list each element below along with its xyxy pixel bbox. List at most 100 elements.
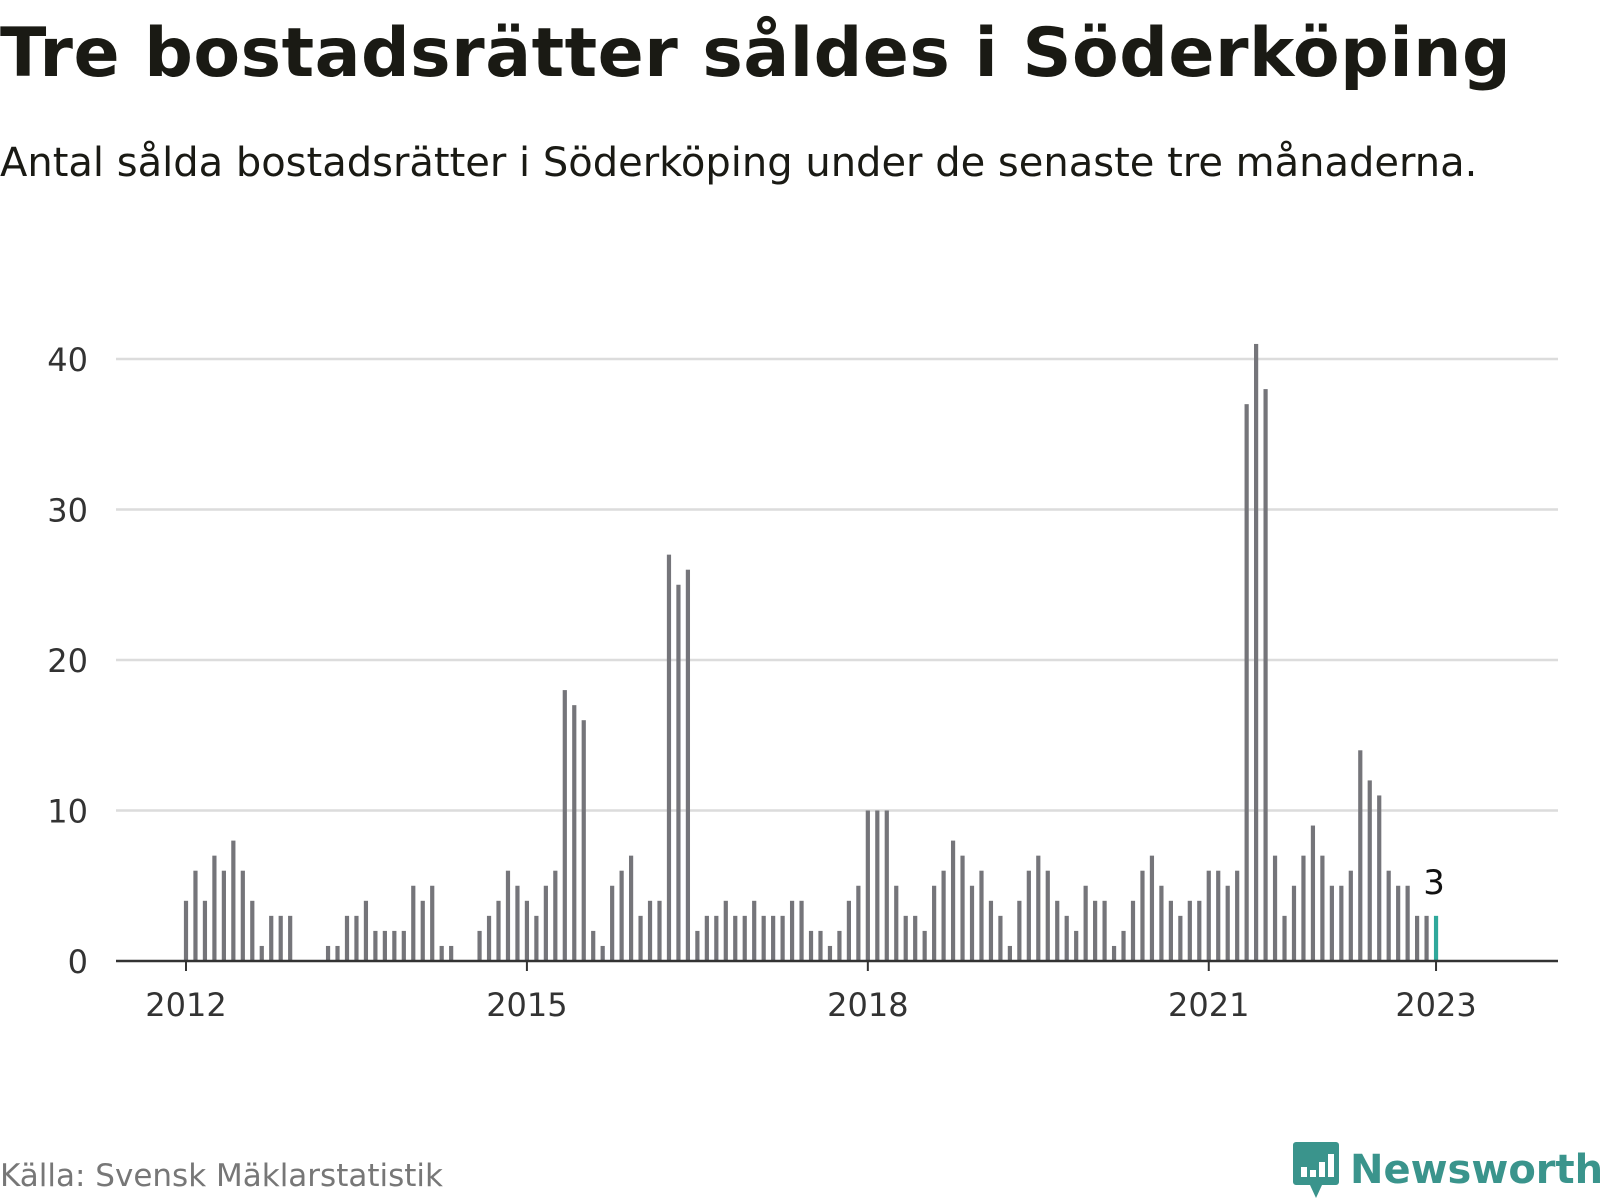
bar [1358, 750, 1363, 961]
bar [1045, 870, 1050, 961]
bar [449, 945, 454, 961]
bar [922, 930, 927, 961]
bar [505, 870, 511, 961]
bar [269, 915, 274, 961]
bar [941, 870, 946, 961]
bar [1348, 870, 1353, 961]
bar [553, 870, 558, 961]
bar [221, 870, 226, 961]
bar [1272, 855, 1278, 961]
bar [780, 915, 785, 961]
bar [543, 885, 548, 961]
bar [969, 885, 975, 961]
source-note: Källa: Svensk Mäklarstatistik [0, 1158, 443, 1194]
bar [411, 885, 416, 961]
bar [1111, 945, 1117, 961]
bar [1225, 885, 1230, 961]
bar [382, 930, 387, 961]
x-tick-label: 2023 [1395, 986, 1476, 1024]
bar [325, 945, 331, 961]
bar [1055, 900, 1060, 961]
y-tick-label: 40 [47, 341, 88, 379]
bar [1168, 900, 1173, 961]
newsworthy-logo-icon [1293, 1142, 1339, 1198]
bar [1102, 900, 1107, 961]
bar [212, 855, 217, 961]
bar [1216, 870, 1221, 961]
bar [344, 915, 350, 961]
bar [1197, 900, 1202, 961]
bar [183, 900, 189, 961]
bar [998, 915, 1003, 961]
bar [875, 810, 880, 961]
bar [695, 930, 700, 961]
bar [647, 900, 653, 961]
bar [392, 930, 397, 961]
bar [259, 945, 264, 961]
y-tick-label: 30 [47, 492, 88, 530]
bar [714, 915, 719, 961]
bar [562, 690, 567, 961]
bar [1187, 900, 1192, 961]
x-tick-label: 2012 [145, 986, 226, 1024]
bar [1310, 825, 1316, 961]
bar [818, 930, 823, 961]
bar [988, 900, 994, 961]
chart-title: Tre bostadsrätter såldes i Söderköping [0, 14, 1512, 93]
bar [1206, 870, 1211, 961]
bar [761, 915, 766, 961]
bar [808, 930, 814, 961]
highlight-bar [1433, 915, 1439, 961]
bar [1377, 795, 1382, 961]
bar [1178, 915, 1183, 961]
bar [354, 915, 359, 961]
bar [628, 855, 634, 961]
chart-subtitle: Antal sålda bostadsrätter i Söderköping … [0, 140, 1478, 186]
bar [799, 900, 804, 961]
bar [789, 900, 795, 961]
bar [278, 915, 283, 961]
bar [610, 885, 615, 961]
bar [534, 915, 539, 961]
bar [1074, 930, 1079, 961]
bar [1386, 870, 1391, 961]
bar [1140, 870, 1145, 961]
bar [1121, 930, 1126, 961]
bar [619, 870, 624, 961]
bar [846, 900, 851, 961]
bar [430, 885, 435, 961]
bar [742, 915, 747, 961]
bar [496, 900, 501, 961]
bar [903, 915, 908, 961]
bar [676, 584, 681, 961]
bar [373, 930, 378, 961]
bar [837, 930, 842, 961]
bar [515, 885, 520, 961]
bar [1424, 915, 1429, 961]
bar [1339, 885, 1344, 961]
y-tick-label: 10 [47, 793, 88, 831]
bar [1093, 900, 1098, 961]
bar [1244, 404, 1249, 961]
bar [1263, 389, 1268, 962]
bar [771, 915, 776, 961]
bar [685, 569, 691, 961]
bar [657, 900, 662, 961]
bar [1159, 885, 1164, 961]
bar [1396, 885, 1401, 961]
bar [733, 915, 738, 961]
bar [950, 840, 956, 961]
bar [231, 840, 236, 961]
bar [193, 870, 198, 961]
bar [856, 885, 861, 961]
y-tick-label: 0 [68, 943, 88, 981]
bar [288, 915, 293, 961]
brand-name: Newsworthy [1350, 1147, 1600, 1193]
bar [401, 930, 406, 961]
bar [932, 885, 937, 961]
bar [363, 900, 369, 961]
bar [638, 915, 643, 961]
bar [723, 900, 728, 961]
bar [1405, 885, 1410, 961]
